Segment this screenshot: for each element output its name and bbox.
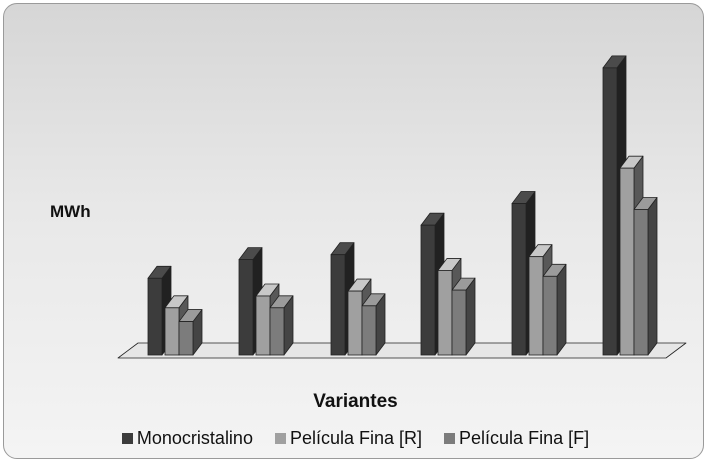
bar-1-4 [420, 212, 445, 356]
legend-item-pelicula-fina-f: Película Fina [F] [444, 428, 589, 449]
legend-swatch [274, 433, 286, 444]
bar-front-face [528, 256, 544, 356]
legend-item-monocristalino: Monocristalino [121, 428, 253, 449]
y-axis-label: MWh [50, 202, 91, 221]
bar-side-face [647, 197, 658, 356]
bar-front-face [511, 203, 527, 356]
bar-3-2 [269, 295, 294, 356]
chart-area [3, 3, 704, 459]
legend-item-pelicula-fina-r: Película Fina [R] [274, 428, 423, 449]
bar-front-face [147, 277, 163, 356]
bar-front-face [633, 209, 649, 356]
bar-front-face [269, 307, 285, 356]
bar-3-6 [633, 197, 658, 356]
bar-front-face [238, 259, 254, 356]
bar-3-4 [451, 277, 476, 356]
chart-floor [117, 342, 687, 359]
bar-front-face [602, 67, 618, 356]
bar-front-face [437, 270, 453, 356]
bar-front-face [451, 289, 467, 356]
bars-group [147, 55, 658, 356]
legend-label: Monocristalino [136, 428, 253, 448]
bar-front-face [255, 295, 271, 356]
bar-front-face [361, 305, 377, 356]
bar-side-face [556, 263, 567, 356]
bar-front-face [619, 167, 635, 356]
bar-front-face [420, 224, 436, 356]
bar-front-face [330, 254, 346, 356]
bar-3-1 [178, 309, 203, 356]
bar-front-face [164, 307, 180, 356]
x-axis-label: Variantes [313, 391, 398, 412]
bar-front-face [178, 321, 194, 356]
legend-swatch [121, 433, 133, 444]
floor-plane [117, 342, 687, 359]
bar-3-5 [542, 263, 567, 356]
legend-swatch [444, 433, 456, 444]
legend-label: Película Fina [R] [289, 428, 423, 448]
legend-label: Película Fina [F] [459, 428, 590, 448]
bar-3-3 [361, 293, 386, 356]
bar-side-face [465, 277, 476, 356]
bar-front-face [347, 290, 363, 356]
legend: Monocristalino Película Fina [R] Películ… [0, 428, 711, 449]
bar-front-face [542, 275, 558, 356]
